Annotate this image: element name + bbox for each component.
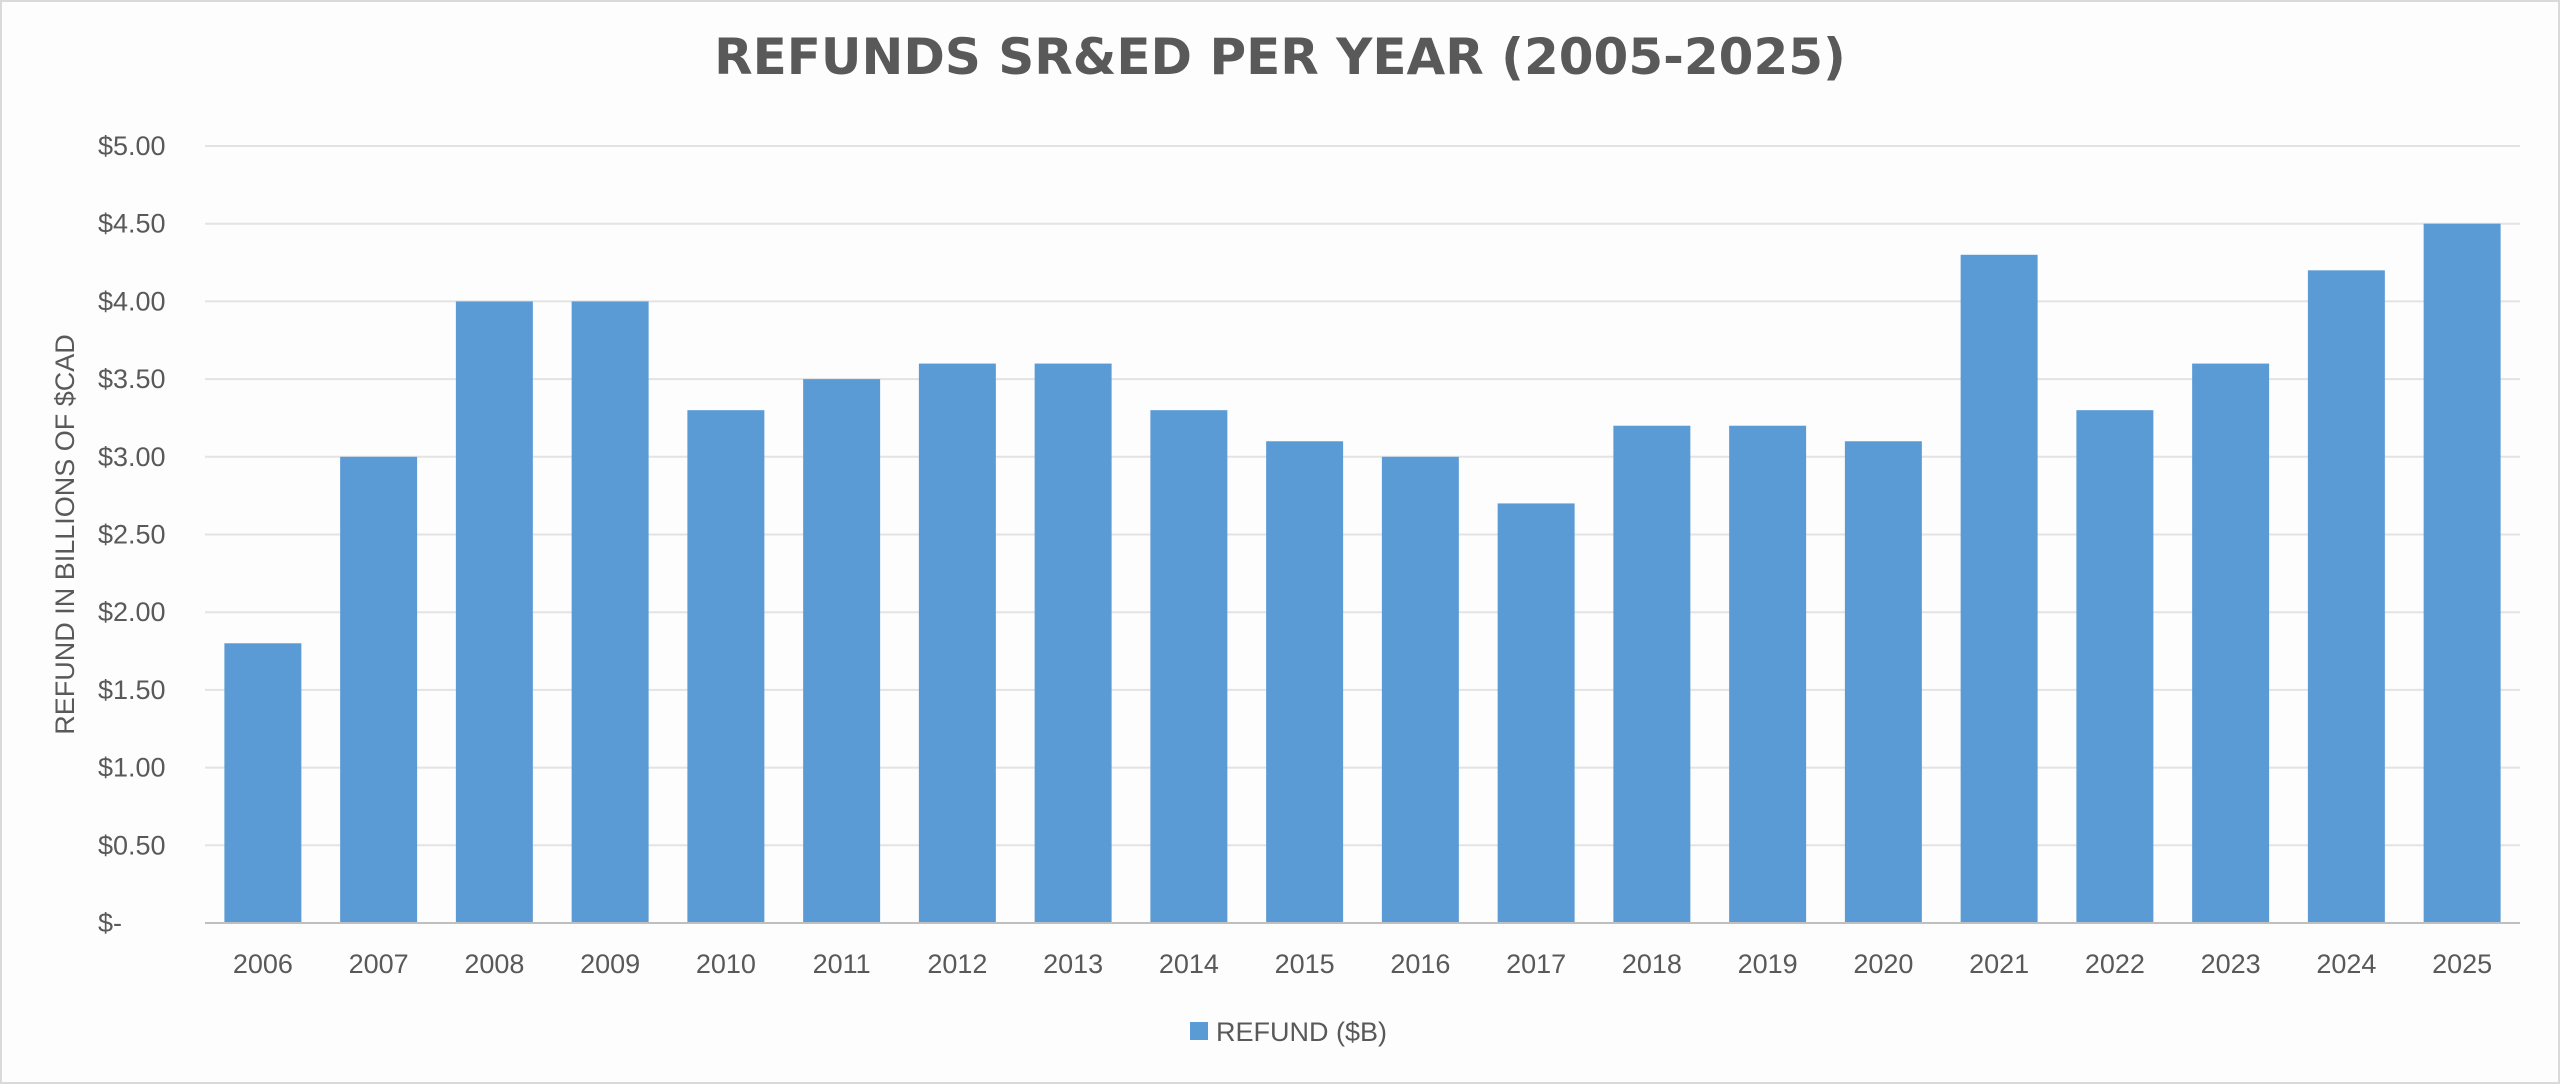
x-tick-label: 2017 — [1506, 949, 1566, 979]
bar-2018 — [1613, 425, 1691, 923]
bar-2007 — [340, 456, 418, 923]
bar-2006 — [224, 643, 302, 923]
x-tick-label: 2006 — [233, 949, 293, 979]
y-tick-label: $- — [98, 908, 122, 938]
bar-2013 — [1034, 363, 1112, 923]
y-tick-label: $4.00 — [98, 286, 166, 316]
bar-2009 — [571, 301, 649, 923]
x-tick-label: 2019 — [1738, 949, 1798, 979]
bar-2012 — [918, 363, 996, 923]
x-tick-label: 2016 — [1390, 949, 1450, 979]
y-tick-label: $2.00 — [98, 597, 166, 627]
y-tick-label: $3.00 — [98, 442, 166, 472]
x-tick-label: 2010 — [696, 949, 756, 979]
bar-2017 — [1497, 503, 1575, 923]
y-tick-label: $4.50 — [98, 209, 166, 239]
chart-title: REFUNDS SR&ED PER YEAR (2005-2025) — [714, 28, 1846, 86]
y-tick-label: $1.50 — [98, 675, 166, 705]
bar-2021 — [1960, 254, 2038, 923]
x-tick-label: 2011 — [813, 949, 871, 979]
x-tick-label: 2022 — [2085, 949, 2145, 979]
bar-2023 — [2192, 363, 2270, 923]
x-tick-label: 2008 — [464, 949, 524, 979]
y-tick-label: $5.00 — [98, 131, 166, 161]
bar-2025 — [2423, 223, 2501, 923]
x-tick-label: 2009 — [580, 949, 640, 979]
bar-2010 — [687, 410, 765, 923]
x-tick-label: 2014 — [1159, 949, 1219, 979]
x-tick-label: 2024 — [2316, 949, 2376, 979]
x-tick-label: 2012 — [927, 949, 987, 979]
x-tick-label: 2025 — [2432, 949, 2492, 979]
x-tick-label: 2023 — [2201, 949, 2261, 979]
bar-2020 — [1844, 441, 1922, 923]
y-tick-label: $3.50 — [98, 364, 166, 394]
legend-swatch — [1190, 1022, 1208, 1040]
y-axis-title: REFUND IN BILLIONS OF $CAD — [50, 334, 80, 735]
bar-2008 — [455, 301, 533, 923]
x-tick-label: 2013 — [1043, 949, 1103, 979]
bar-2022 — [2076, 410, 2154, 923]
bar-2019 — [1729, 425, 1807, 923]
bar-2011 — [803, 379, 881, 924]
legend-label: REFUND ($B) — [1216, 1017, 1387, 1047]
bar-2024 — [2307, 270, 2385, 923]
x-tick-label: 2021 — [1969, 949, 2029, 979]
x-tick-label: 2007 — [349, 949, 409, 979]
y-tick-label: $0.50 — [98, 830, 166, 860]
bar-2016 — [1381, 456, 1459, 923]
bar-2014 — [1150, 410, 1228, 923]
y-tick-label: $1.00 — [98, 753, 166, 783]
bar-2015 — [1266, 441, 1344, 923]
x-tick-label: 2018 — [1622, 949, 1682, 979]
x-tick-label: 2015 — [1275, 949, 1335, 979]
y-tick-label: $2.50 — [98, 520, 166, 550]
x-tick-label: 2020 — [1853, 949, 1913, 979]
